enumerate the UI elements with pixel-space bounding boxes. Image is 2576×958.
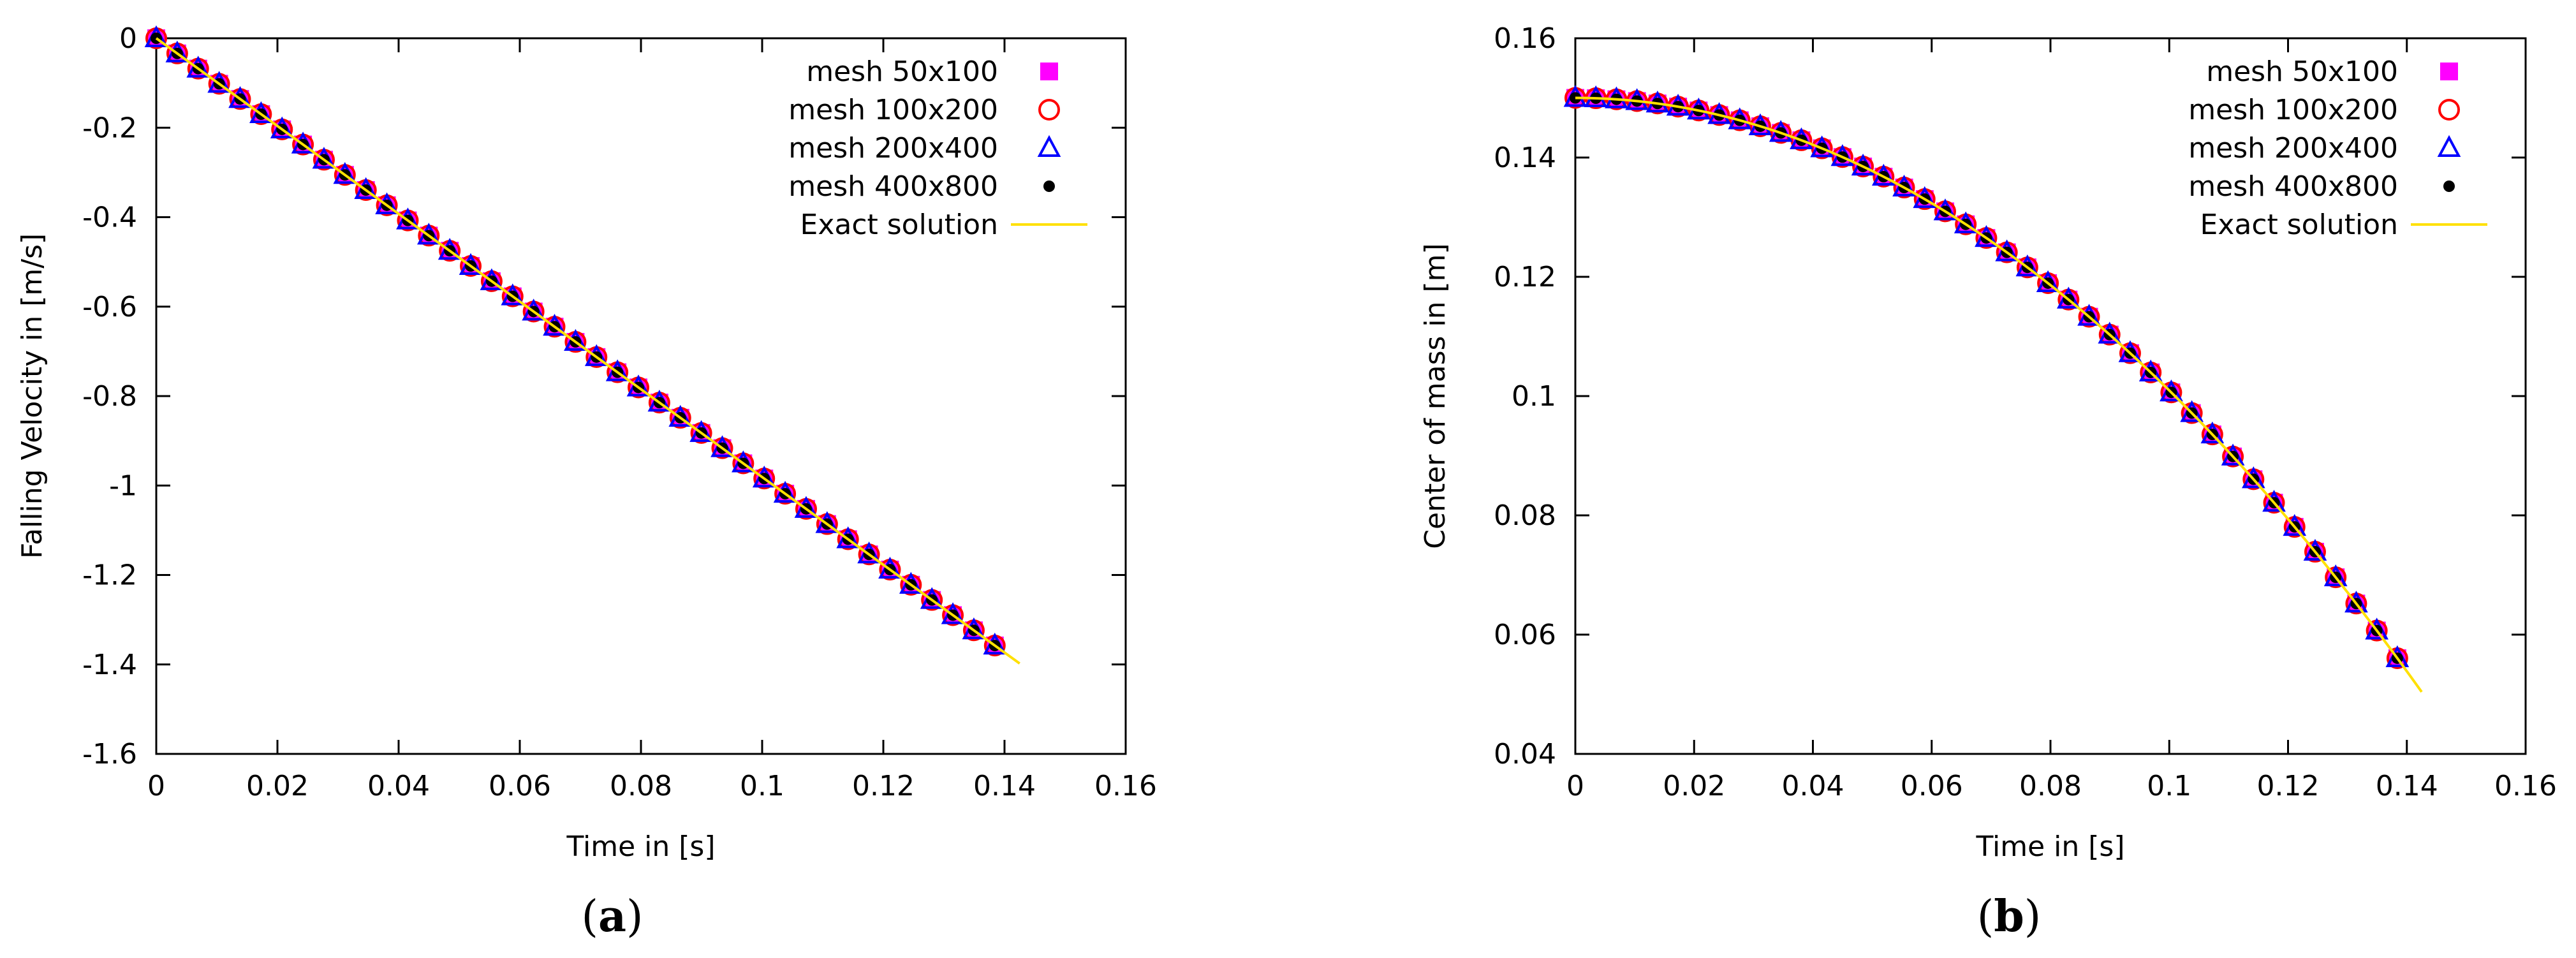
x-tick-label: 0.16 <box>2494 770 2557 802</box>
x-tick-label: 0.02 <box>1663 770 1725 802</box>
legend-item: mesh 400x800 <box>788 170 1055 203</box>
x-tick-label: 0.08 <box>610 770 672 802</box>
legend-item: mesh 100x200 <box>2188 94 2460 126</box>
y-tick-label: -1.4 <box>82 649 137 681</box>
x-tick-label: 0.1 <box>740 770 784 802</box>
legend-item: Exact solution <box>800 209 1087 241</box>
y-axis-title: Center of mass in [m] <box>1419 243 1452 549</box>
x-axis-title: Time in [s] <box>566 830 715 863</box>
legend: mesh 50x100 mesh 100x200 mesh 200x400 mesh … <box>2188 55 2487 241</box>
x-tick-label: 0.08 <box>2019 770 2082 802</box>
x-tick-label: 0.06 <box>1901 770 1963 802</box>
legend: mesh 50x100 mesh 100x200 mesh 200x400 mesh … <box>788 55 1087 241</box>
legend-label: mesh 200x400 <box>788 132 998 165</box>
exact-solution-line <box>155 37 1020 665</box>
y-tick-label: -1.6 <box>82 738 137 770</box>
x-tick-label: 0 <box>1566 770 1584 802</box>
y-tick-label: 0.16 <box>1494 22 1556 55</box>
legend-item: mesh 100x200 <box>788 94 1060 126</box>
legend-item: mesh 50x100 <box>806 55 1058 88</box>
y-tick-label: 0.08 <box>1494 499 1556 532</box>
y-tick-label: -0.6 <box>82 291 137 323</box>
x-tick-label: 0.1 <box>2147 770 2191 802</box>
y-axis-title: Falling Velocity in [m/s] <box>16 233 48 559</box>
y-tick-label: 0.1 <box>1512 380 1556 413</box>
x-tick-label: 0.14 <box>973 770 1036 802</box>
chart-a: 0 0.02 0.04 0.06 0.08 0.1 0.12 0.14 0.16 0 -0.2 -0.… <box>16 22 1157 863</box>
x-tick-label: 0.04 <box>1782 770 1844 802</box>
y-tick-label: -0.4 <box>82 202 137 234</box>
legend-label: Exact solution <box>2200 209 2398 241</box>
legend-label: mesh 100x200 <box>788 94 998 126</box>
legend-label: mesh 200x400 <box>2188 132 2398 165</box>
legend-symbol <box>2443 181 2455 192</box>
y-tick-label: -0.8 <box>82 380 137 413</box>
y-tick-label: 0.14 <box>1494 142 1556 174</box>
legend-label: mesh 100x200 <box>2188 94 2398 126</box>
x-tick-label: 0.14 <box>2376 770 2438 802</box>
legend-label: mesh 50x100 <box>806 55 998 88</box>
x-tick-label: 0.12 <box>852 770 915 802</box>
x-tick-label: 0.16 <box>1094 770 1157 802</box>
legend-symbol <box>1037 135 1061 157</box>
legend-symbol <box>1043 181 1055 192</box>
y-tick-label: -1 <box>109 469 137 502</box>
chart-b: 0 0.02 0.04 0.06 0.08 0.1 0.12 0.14 0.16 0.04 0.06… <box>1419 22 2557 863</box>
legend-symbol <box>1040 63 1058 80</box>
legend-symbol <box>2440 63 2458 80</box>
x-tick-label: 0.06 <box>489 770 551 802</box>
legend-label: mesh 400x800 <box>2188 170 2398 203</box>
y-tick-label: 0.06 <box>1494 619 1556 651</box>
legend-item: mesh 400x800 <box>2188 170 2455 203</box>
legend-label: mesh 50x100 <box>2206 55 2398 88</box>
caption-a: (a) <box>581 891 643 942</box>
x-tick-label: 0 <box>147 770 165 802</box>
y-tick-label: 0.04 <box>1494 738 1556 770</box>
legend-symbol <box>2437 135 2461 157</box>
x-tick-label: 0.04 <box>367 770 430 802</box>
legend-item: mesh 200x400 <box>2188 132 2461 165</box>
legend-symbol <box>1038 99 1060 121</box>
x-tick-label: 0.12 <box>2257 770 2320 802</box>
legend-item: mesh 50x100 <box>2206 55 2458 88</box>
y-tick-label: -0.2 <box>82 112 137 144</box>
y-tick-label: 0.12 <box>1494 261 1556 293</box>
legend-label: mesh 400x800 <box>788 170 998 203</box>
y-tick-label: -1.2 <box>82 559 137 592</box>
caption-b: (b) <box>1977 891 2042 942</box>
legend-symbol <box>2438 99 2460 121</box>
x-tick-label: 0.02 <box>246 770 309 802</box>
legend-label: Exact solution <box>800 209 998 241</box>
exact-solution-line <box>1575 96 2423 693</box>
y-tick-label: 0 <box>119 22 137 55</box>
x-axis-title: Time in [s] <box>1975 830 2124 863</box>
legend-item: mesh 200x400 <box>788 132 1061 165</box>
legend-item: Exact solution <box>2200 209 2487 241</box>
